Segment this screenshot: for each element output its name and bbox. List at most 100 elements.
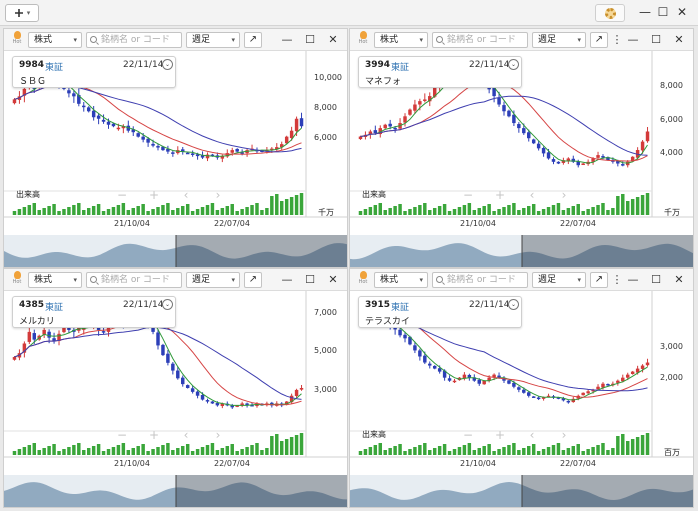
candle-body [368, 131, 373, 135]
volume-bar [156, 207, 160, 215]
security-type-select[interactable]: 株式 ▾ [28, 272, 82, 288]
chevron-down-icon[interactable]: ⌄ [508, 59, 519, 70]
window-minimize-button[interactable]: — [639, 5, 651, 19]
chart-nav-zoom-in-button[interactable]: + [149, 188, 159, 202]
chart-nav-zoom-in-button[interactable]: + [495, 428, 505, 442]
period-select[interactable]: 週足 ▾ [532, 32, 586, 48]
volume-bar [265, 448, 269, 455]
settings-button[interactable] [595, 4, 625, 22]
candle-body [398, 329, 402, 336]
symbol-search-input[interactable]: 銘柄名 or コード [86, 272, 182, 288]
volume-bar [492, 211, 496, 215]
volume-bar [161, 205, 165, 215]
chart-nav-zoom-out-button[interactable]: − [463, 428, 473, 442]
chart-nav-prev-button[interactable]: ‹ [530, 428, 535, 442]
panel-minimize-button[interactable]: — [627, 33, 639, 46]
candle-body [596, 155, 600, 158]
panel-maximize-button[interactable]: ☐ [651, 273, 661, 286]
volume-bar [527, 206, 531, 215]
add-panel-button[interactable]: ▾ [5, 4, 39, 22]
volume-bar [42, 208, 46, 215]
time-axis-label: 21/10/04 [460, 219, 496, 228]
volume-bar [37, 210, 41, 215]
symbol-search-input[interactable]: 銘柄名 or コード [432, 32, 528, 48]
window-close-button[interactable]: ✕ [676, 5, 688, 19]
volume-bar [432, 208, 437, 215]
range-navigator[interactable] [4, 475, 347, 507]
panel-menu-icon[interactable]: ⋮ [611, 273, 623, 286]
period-select[interactable]: 週足 ▾ [186, 272, 240, 288]
popout-button[interactable]: ↗ [590, 272, 608, 288]
candle-body [556, 161, 561, 164]
window-maximize-button[interactable]: ☐ [657, 5, 669, 19]
ma-long-line [360, 95, 648, 156]
period-select[interactable]: 週足 ▾ [532, 272, 586, 288]
candle-body [413, 104, 417, 111]
panel-header: Hot 株式 ▾ 銘柄名 or コード 週足 ▾ ↗ — ☐ ✕ [4, 29, 347, 51]
price-axis-label: 8,000 [314, 103, 337, 113]
panel-close-button[interactable]: ✕ [328, 33, 338, 46]
chart-nav-next-button[interactable]: › [216, 428, 221, 442]
volume-bar [235, 451, 239, 455]
candle-body [640, 141, 645, 151]
volume-bar [437, 446, 442, 455]
volume-bar [215, 210, 220, 215]
panel-minimize-button[interactable]: — [627, 273, 639, 286]
chart-nav-zoom-out-button[interactable]: − [463, 188, 473, 202]
security-type-select[interactable]: 株式 ▾ [374, 32, 428, 48]
chart-nav-next-button[interactable]: › [562, 428, 567, 442]
symbol-search-input[interactable]: 銘柄名 or コード [86, 32, 182, 48]
hot-badge[interactable]: Hot [10, 271, 24, 285]
chart-nav-zoom-out-button[interactable]: − [117, 428, 127, 442]
panel-maximize-button[interactable]: ☐ [305, 273, 315, 286]
panel-minimize-button[interactable]: — [281, 33, 293, 46]
volume-bar [190, 451, 195, 455]
panel-menu-icon[interactable]: ⋮ [611, 33, 623, 46]
security-type-select[interactable]: 株式 ▾ [374, 272, 428, 288]
chart-nav-prev-button[interactable]: ‹ [184, 188, 189, 202]
chevron-down-icon[interactable]: ⌄ [162, 299, 173, 310]
volume-bar [363, 209, 368, 215]
app-toolbar: ▾ — ☐ ✕ [0, 0, 698, 26]
chart-nav-next-button[interactable]: › [562, 188, 567, 202]
candle-body [596, 386, 600, 390]
panel-minimize-button[interactable]: — [281, 273, 293, 286]
candle-body [141, 136, 145, 140]
volume-bar [260, 450, 264, 455]
range-navigator[interactable] [350, 235, 693, 267]
chart-nav-next-button[interactable]: › [216, 188, 221, 202]
chart-nav-prev-button[interactable]: ‹ [530, 188, 535, 202]
hot-badge[interactable]: Hot [10, 31, 24, 45]
volume-bar [437, 206, 442, 215]
panel-close-button[interactable]: ✕ [328, 273, 338, 286]
popout-button[interactable]: ↗ [244, 32, 262, 48]
panel-close-button[interactable]: ✕ [674, 33, 684, 46]
hot-badge[interactable]: Hot [356, 31, 370, 45]
symbol-search-input[interactable]: 銘柄名 or コード [432, 272, 528, 288]
period-select[interactable]: 週足 ▾ [186, 32, 240, 48]
volume-bar [640, 435, 645, 455]
popout-button[interactable]: ↗ [590, 32, 608, 48]
volume-bar [398, 204, 402, 215]
range-navigator[interactable] [350, 475, 693, 507]
security-type-select[interactable]: 株式 ▾ [28, 32, 82, 48]
chevron-down-icon[interactable]: ⌄ [508, 299, 519, 310]
volume-bar [428, 450, 432, 455]
panel-close-button[interactable]: ✕ [674, 273, 684, 286]
security-type-value: 株式 [380, 35, 399, 45]
chart-nav-prev-button[interactable]: ‹ [184, 428, 189, 442]
chevron-down-icon[interactable]: ⌄ [162, 59, 173, 70]
panel-maximize-button[interactable]: ☐ [305, 33, 315, 46]
price-axis-label: 6,000 [314, 133, 337, 143]
chart-nav-zoom-in-button[interactable]: + [495, 188, 505, 202]
price-chart[interactable]: − + ‹ › [4, 51, 348, 229]
popout-button[interactable]: ↗ [244, 272, 262, 288]
chevron-down-icon: ▾ [73, 276, 77, 284]
volume-bar [279, 201, 284, 215]
hot-badge[interactable]: Hot [356, 271, 370, 285]
volume-bar [96, 444, 101, 455]
range-navigator[interactable] [4, 235, 347, 267]
panel-maximize-button[interactable]: ☐ [651, 33, 661, 46]
chart-nav-zoom-in-button[interactable]: + [149, 428, 159, 442]
chart-nav-zoom-out-button[interactable]: − [117, 188, 127, 202]
